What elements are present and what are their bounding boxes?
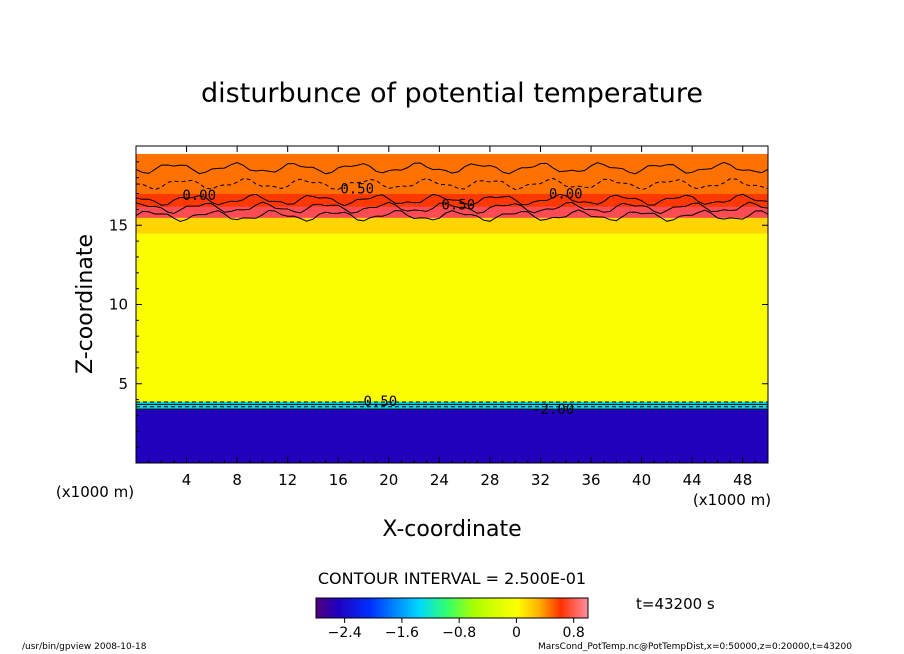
colorbar-ticks: −2.4 −1.6 −0.8 0 0.8 [328,618,585,641]
colorbar-tick-label-1: −1.6 [385,625,419,641]
colorbar-tick-label-2: −0.8 [442,625,476,641]
colorbar [315,597,589,619]
plot-area: 0.00 0.00 0.50 0.50 -0.50 -2.00 [136,153,768,463]
colorbar-tick-label-3: 0 [512,625,521,641]
y-axis: 5 10 15 [109,161,768,448]
x-tick-label-40: 40 [632,471,651,489]
x-tick-label-8: 8 [232,471,242,489]
contour-label-1: 0.00 [549,186,583,202]
time-label: t=43200 s [636,595,715,613]
contour-interval-text: CONTOUR INTERVAL = 2.500E-01 [318,569,586,588]
x-axis-unit-left: (x1000 m) [56,483,134,501]
contour-label-3: 0.50 [441,197,475,213]
field-layer-3 [136,217,768,234]
field-layer-1 [136,401,768,410]
contour-line-high-0 [136,209,768,223]
x-tick-label-32: 32 [531,471,550,489]
x-tick-label-24: 24 [430,471,449,489]
field-layer-6 [136,153,768,195]
x-axis-label: X-coordinate [382,517,521,542]
x-tick-label-4: 4 [182,471,192,489]
y-tick-label-10: 10 [109,296,128,314]
x-axis: 4 8 12 16 20 24 28 32 36 40 44 48 [148,146,756,489]
field-layer-0 [136,409,768,463]
contour-line-high-4 [136,161,768,175]
contour-line-high-1 [136,201,768,215]
field-layer-2 [136,233,768,402]
x-tick-label-36: 36 [581,471,600,489]
contour-label-5: -2.00 [532,402,574,418]
x-tick-label-44: 44 [683,471,702,489]
field-layer-4 [136,206,768,218]
contour-label-0: 0.00 [182,188,216,204]
footer-right: MarsCond_PotTemp.nc@PotTempDist,x=0:5000… [538,642,852,652]
contour-label-4: -0.50 [355,394,397,410]
y-axis-label: Z-coordinate [73,234,98,374]
footer-left: /usr/bin/gpview 2008-10-18 [22,642,147,652]
colorbar-tick-label-0: −2.4 [328,625,362,641]
y-tick-label-15: 15 [109,216,128,234]
x-tick-label-28: 28 [480,471,499,489]
chart-title: disturbunce of potential temperature [201,78,703,109]
contour-line-high-2 [136,193,768,207]
x-axis-unit-right: (x1000 m) [693,491,771,509]
x-tick-label-12: 12 [278,471,297,489]
x-tick-label-16: 16 [329,471,348,489]
colorbar-tick-label-4: 0.8 [563,625,585,641]
contour-label-2: 0.50 [340,182,374,198]
x-tick-label-20: 20 [379,471,398,489]
x-tick-label-48: 48 [733,471,752,489]
y-tick-label-5: 5 [118,375,128,393]
contour-line-high-3 [136,177,768,191]
